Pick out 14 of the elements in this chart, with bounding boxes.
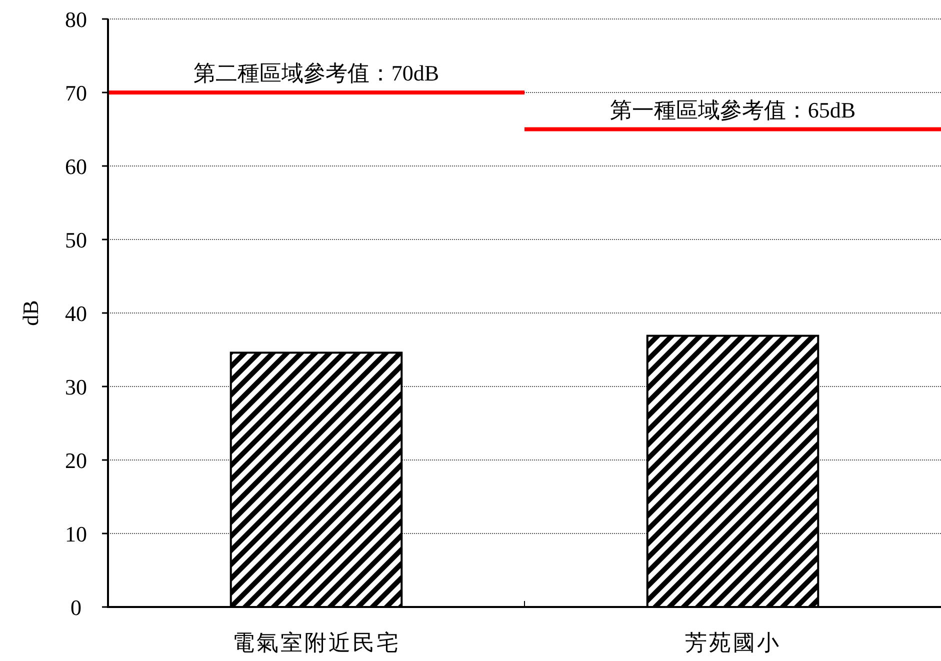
y-tick-label: 80 [65, 7, 87, 32]
y-tick-label: 70 [65, 80, 87, 106]
y-tick-label: 60 [65, 154, 87, 179]
y-tick-label: 10 [65, 522, 87, 546]
y-tick-label: 40 [65, 301, 87, 326]
ref-line-label: 第一種區域參考值：65dB [610, 97, 856, 122]
y-axis-title: dB [18, 300, 43, 326]
x-tick-label: 芳苑國小 [684, 630, 781, 655]
y-tick-label: 30 [65, 374, 87, 400]
y-tick-label: 0 [70, 595, 82, 620]
y-tick-label: 50 [65, 228, 87, 252]
ref-line-label: 第二種區域參考值：70dB [193, 60, 440, 86]
x-tick-label: 電氣室附近民宅 [232, 630, 400, 655]
y-tick-label: 20 [65, 448, 87, 473]
